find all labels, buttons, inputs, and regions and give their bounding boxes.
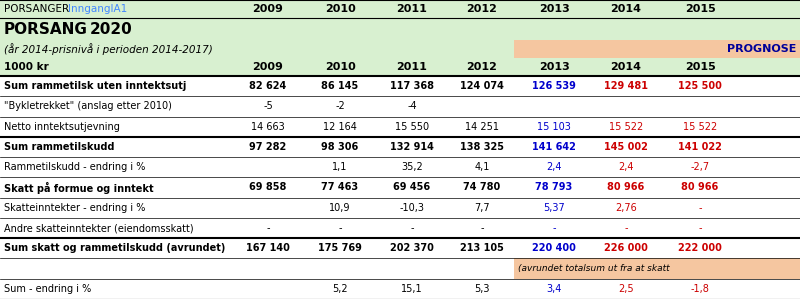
Text: 2009: 2009 xyxy=(253,62,283,72)
Text: 2014: 2014 xyxy=(610,4,642,14)
Text: 124 074: 124 074 xyxy=(460,81,504,91)
Text: "Bykletrekket" (anslag etter 2010): "Bykletrekket" (anslag etter 2010) xyxy=(4,101,172,112)
Text: InnganglA1: InnganglA1 xyxy=(68,4,127,14)
Text: -: - xyxy=(698,203,702,213)
Text: 2013: 2013 xyxy=(538,62,570,72)
Bar xyxy=(0,0,800,76)
Text: 10,9: 10,9 xyxy=(330,203,350,213)
Text: 213 105: 213 105 xyxy=(460,243,504,253)
Text: 80 966: 80 966 xyxy=(607,182,645,193)
Text: -: - xyxy=(410,223,414,233)
Text: -2,7: -2,7 xyxy=(690,162,710,172)
Text: 15 103: 15 103 xyxy=(537,122,571,132)
Text: 2010: 2010 xyxy=(325,4,355,14)
Text: 77 463: 77 463 xyxy=(322,182,358,193)
Text: 86 145: 86 145 xyxy=(322,81,358,91)
Text: 7,7: 7,7 xyxy=(474,203,490,213)
Text: 15 550: 15 550 xyxy=(395,122,429,132)
Bar xyxy=(514,40,800,58)
Text: 125 500: 125 500 xyxy=(678,81,722,91)
Text: -10,3: -10,3 xyxy=(399,203,425,213)
Text: -: - xyxy=(552,223,556,233)
Text: 12 164: 12 164 xyxy=(323,122,357,132)
Text: 15,1: 15,1 xyxy=(401,284,423,294)
Text: 97 282: 97 282 xyxy=(250,142,286,152)
Text: 2011: 2011 xyxy=(397,62,427,72)
Text: (år 2014-prisnivå i perioden 2014-2017): (år 2014-prisnivå i perioden 2014-2017) xyxy=(4,43,213,55)
Text: 2010: 2010 xyxy=(325,62,355,72)
Text: 126 539: 126 539 xyxy=(532,81,576,91)
Text: 82 624: 82 624 xyxy=(250,81,286,91)
Text: -5: -5 xyxy=(263,101,273,112)
Text: Sum skatt og rammetilskudd (avrundet): Sum skatt og rammetilskudd (avrundet) xyxy=(4,243,226,253)
Text: 138 325: 138 325 xyxy=(460,142,504,152)
Text: 1,1: 1,1 xyxy=(332,162,348,172)
Text: 145 002: 145 002 xyxy=(604,142,648,152)
Text: 2013: 2013 xyxy=(538,4,570,14)
Text: Skatteinntekter - endring i %: Skatteinntekter - endring i % xyxy=(4,203,146,213)
Text: 69 456: 69 456 xyxy=(394,182,430,193)
Text: -: - xyxy=(480,223,484,233)
Text: -1,8: -1,8 xyxy=(690,284,710,294)
Text: 35,2: 35,2 xyxy=(401,162,423,172)
Text: 222 000: 222 000 xyxy=(678,243,722,253)
Text: 167 140: 167 140 xyxy=(246,243,290,253)
Text: 117 368: 117 368 xyxy=(390,81,434,91)
Text: 78 793: 78 793 xyxy=(535,182,573,193)
Text: PROGNOSE: PROGNOSE xyxy=(726,44,796,54)
Text: 129 481: 129 481 xyxy=(604,81,648,91)
Text: Sum rammetilsk uten inntektsutj: Sum rammetilsk uten inntektsutj xyxy=(4,81,186,91)
Text: Rammetilskudd - endring i %: Rammetilskudd - endring i % xyxy=(4,162,146,172)
Text: 2011: 2011 xyxy=(397,4,427,14)
Bar xyxy=(0,76,800,299)
Text: 226 000: 226 000 xyxy=(604,243,648,253)
Text: Netto inntektsutjevning: Netto inntektsutjevning xyxy=(4,122,120,132)
Text: Andre skatteinntekter (eiendomsskatt): Andre skatteinntekter (eiendomsskatt) xyxy=(4,223,194,233)
Text: 2009: 2009 xyxy=(253,4,283,14)
Text: 141 642: 141 642 xyxy=(532,142,576,152)
Text: 220 400: 220 400 xyxy=(532,243,576,253)
Text: Sum - endring i %: Sum - endring i % xyxy=(4,284,91,294)
Text: 74 780: 74 780 xyxy=(463,182,501,193)
Text: 5,3: 5,3 xyxy=(474,284,490,294)
Text: PORSANGER: PORSANGER xyxy=(4,4,69,14)
Text: 80 966: 80 966 xyxy=(682,182,718,193)
Text: 2,76: 2,76 xyxy=(615,203,637,213)
Text: -: - xyxy=(698,223,702,233)
Text: -2: -2 xyxy=(335,101,345,112)
Text: PORSANG: PORSANG xyxy=(4,22,88,36)
Text: 15 522: 15 522 xyxy=(609,122,643,132)
Text: -: - xyxy=(266,223,270,233)
Text: 3,4: 3,4 xyxy=(546,284,562,294)
Text: 4,1: 4,1 xyxy=(474,162,490,172)
Text: 2012: 2012 xyxy=(466,4,498,14)
Text: (avrundet totalsum ut fra at skatt: (avrundet totalsum ut fra at skatt xyxy=(518,264,670,273)
Text: 5,2: 5,2 xyxy=(332,284,348,294)
Text: 175 769: 175 769 xyxy=(318,243,362,253)
Text: -4: -4 xyxy=(407,101,417,112)
Text: -: - xyxy=(624,223,628,233)
Text: 132 914: 132 914 xyxy=(390,142,434,152)
Text: 69 858: 69 858 xyxy=(250,182,286,193)
Text: 2,4: 2,4 xyxy=(618,162,634,172)
Text: 14 251: 14 251 xyxy=(465,122,499,132)
Text: 141 022: 141 022 xyxy=(678,142,722,152)
Text: -: - xyxy=(338,223,342,233)
Text: 2020: 2020 xyxy=(90,22,133,36)
Text: 14 663: 14 663 xyxy=(251,122,285,132)
Text: 2,4: 2,4 xyxy=(546,162,562,172)
Text: 5,37: 5,37 xyxy=(543,203,565,213)
Text: Skatt på formue og inntekt: Skatt på formue og inntekt xyxy=(4,181,154,193)
Bar xyxy=(514,258,800,279)
Text: 2012: 2012 xyxy=(466,62,498,72)
Text: 2015: 2015 xyxy=(685,4,715,14)
Text: 2015: 2015 xyxy=(685,62,715,72)
Text: 15 522: 15 522 xyxy=(683,122,717,132)
Text: 2,5: 2,5 xyxy=(618,284,634,294)
Text: Sum rammetilskudd: Sum rammetilskudd xyxy=(4,142,114,152)
Text: 202 370: 202 370 xyxy=(390,243,434,253)
Text: 2014: 2014 xyxy=(610,62,642,72)
Text: 98 306: 98 306 xyxy=(322,142,358,152)
Text: 1000 kr: 1000 kr xyxy=(4,62,49,72)
